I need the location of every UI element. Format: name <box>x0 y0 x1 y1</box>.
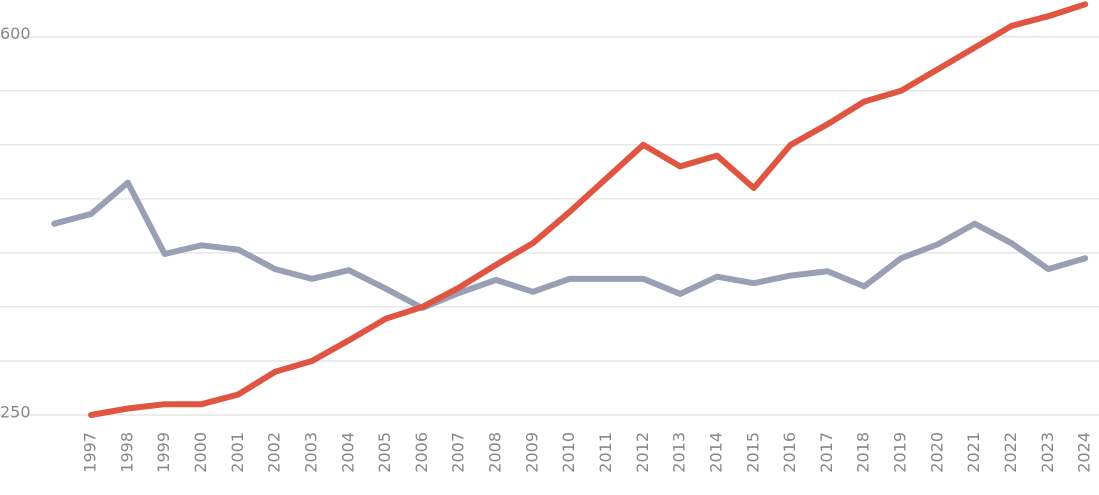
x-tick-label: 2018 <box>854 432 873 473</box>
x-tick-label: 2011 <box>596 432 615 473</box>
x-tick-label: 2012 <box>633 432 652 473</box>
x-tick-label: 2009 <box>522 432 541 473</box>
x-tick-label: 2008 <box>486 432 505 473</box>
x-tick-label: 1999 <box>154 432 173 473</box>
x-tick-label: 2020 <box>927 432 946 473</box>
x-tick-label: 2002 <box>265 432 284 473</box>
x-tick-label: 2023 <box>1038 432 1057 473</box>
series-line <box>88 1 1089 418</box>
x-tick-label: 2015 <box>743 432 762 473</box>
x-tick-label: 2014 <box>706 432 725 473</box>
x-tick-label: 2000 <box>191 432 210 473</box>
x-tick-label: 2022 <box>1001 432 1020 473</box>
x-tick-label: 2017 <box>817 432 836 473</box>
x-tick-label: 2007 <box>449 432 468 473</box>
x-tick-label: 1997 <box>81 432 100 473</box>
x-tick-label: 2024 <box>1075 432 1094 473</box>
x-tick-label: 2010 <box>559 432 578 473</box>
x-tick-label: 1998 <box>117 432 136 473</box>
x-tick-label: 2013 <box>670 432 689 473</box>
x-tick-label: 2004 <box>338 432 357 473</box>
x-tick-label: 2021 <box>964 432 983 473</box>
x-tick-label: 2016 <box>780 432 799 473</box>
series-line <box>51 179 1089 312</box>
y-tick-label: 250 <box>0 403 31 422</box>
y-tick-label: 600 <box>0 24 31 43</box>
x-tick-label: 2003 <box>301 432 320 473</box>
x-tick-label: 2005 <box>375 432 394 473</box>
x-tick-label: 2019 <box>891 432 910 473</box>
x-tick-label: 2006 <box>412 432 431 473</box>
x-tick-label: 2001 <box>228 432 247 473</box>
